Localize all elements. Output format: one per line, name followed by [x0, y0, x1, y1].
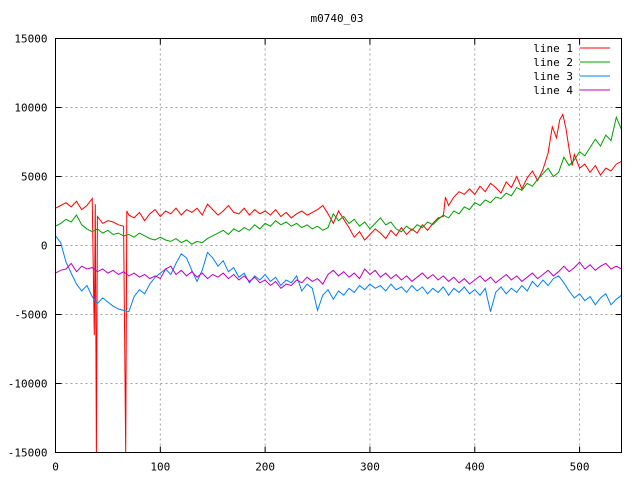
y-tick-label: 5000 — [21, 171, 48, 184]
y-tick-label: 0 — [41, 240, 48, 253]
legend-label: line 1 — [533, 42, 573, 55]
series-line-2 — [55, 115, 622, 245]
x-tick-label: 400 — [465, 461, 485, 474]
axes: -15000 -10000 -5000 0 5000 10000 15000 0 100 200 3… — [8, 33, 622, 474]
legend-label: line 2 — [533, 56, 573, 69]
legend-label: line 3 — [533, 70, 573, 83]
x-tick-label: 300 — [360, 461, 380, 474]
y-tick-label: -5000 — [14, 309, 47, 322]
series-line-3 — [55, 235, 622, 313]
legend-label: line 4 — [533, 84, 573, 97]
chart-title: m0740_03 — [311, 12, 364, 25]
series-lines — [55, 113, 622, 453]
x-tick-label: 500 — [570, 461, 590, 474]
y-tick-label: 10000 — [14, 102, 47, 115]
grid — [55, 38, 622, 453]
y-tick-label: -15000 — [8, 447, 48, 460]
y-tick-label: 15000 — [14, 33, 47, 46]
x-tick-label: 200 — [255, 461, 275, 474]
x-tick-label: 0 — [52, 461, 59, 474]
series-line-4 — [55, 261, 622, 290]
x-tick-label: 100 — [150, 461, 170, 474]
plot-frame — [55, 38, 622, 453]
series-line-1 — [55, 113, 622, 453]
y-tick-label: -10000 — [8, 378, 48, 391]
